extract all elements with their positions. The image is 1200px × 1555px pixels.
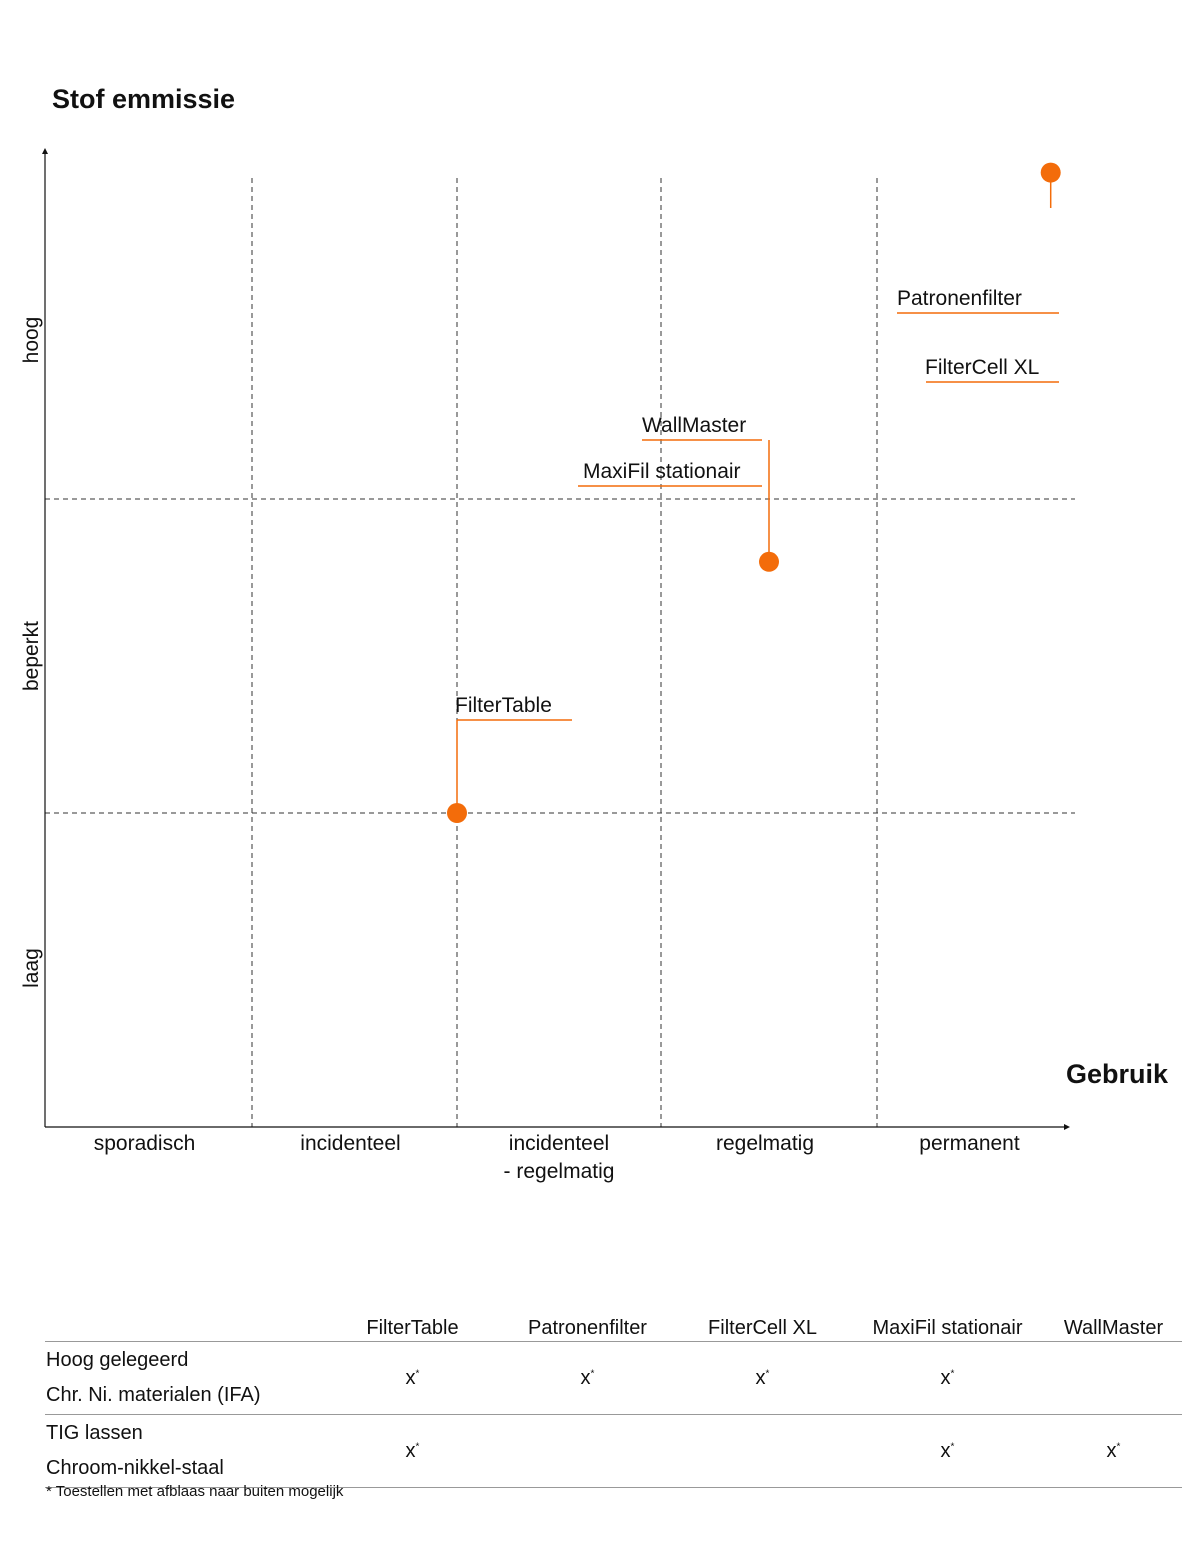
table-cell: x*	[850, 1341, 1045, 1415]
footnote: * Toestellen met afblaas naar buiten mog…	[46, 1483, 344, 1500]
y-axis-arrow	[42, 148, 48, 154]
row-label-line: Chr. Ni. materialen (IFA)	[46, 1384, 261, 1406]
table-cell: x*	[325, 1341, 500, 1415]
row-label-line: Chroom-nikkel-staal	[46, 1457, 224, 1479]
x-tick-label: permanent	[919, 1132, 1020, 1155]
table-header-row: FilterTable Patronenfilter FilterCell XL…	[45, 1314, 1182, 1342]
table-row: TIG lassen Chroom-nikkel-staal x* x* x*	[45, 1414, 1182, 1488]
row-label: TIG lassen Chroom-nikkel-staal	[45, 1414, 325, 1488]
table-cell: x*	[675, 1341, 850, 1415]
mark-note: *	[590, 1367, 595, 1379]
col-header: WallMaster	[1045, 1314, 1182, 1342]
mark-note: *	[1116, 1440, 1121, 1452]
y-tick-label: laag	[20, 948, 43, 988]
check-mark: x*	[940, 1366, 955, 1389]
x-tick-label: regelmatig	[716, 1132, 814, 1155]
y-tick-label: beperkt	[20, 621, 43, 691]
row-label-line: Hoog gelegeerd	[46, 1349, 189, 1371]
compatibility-table: FilterTable Patronenfilter FilterCell XL…	[45, 1314, 1182, 1488]
table-row: Hoog gelegeerd Chr. Ni. materialen (IFA) x…	[45, 1341, 1182, 1415]
table-cell	[675, 1414, 850, 1488]
table-corner	[45, 1314, 325, 1342]
point-label: FilterCell XL	[925, 356, 1039, 379]
table-cell	[1045, 1341, 1182, 1415]
x-axis-title: Gebruik	[1066, 1059, 1169, 1089]
point-label: FilterTable	[455, 694, 552, 717]
mark-note: *	[950, 1440, 955, 1452]
col-header: FilterTable	[325, 1314, 500, 1342]
x-tick-label: incidenteel	[509, 1132, 609, 1155]
check-mark: x*	[1106, 1439, 1121, 1462]
point-label: WallMaster	[642, 414, 746, 437]
check-mark: x*	[755, 1366, 770, 1389]
point-label: Patronenfilter	[897, 287, 1022, 310]
table-cell: x*	[1045, 1414, 1182, 1488]
check-mark: x*	[580, 1366, 595, 1389]
mark-note: *	[950, 1367, 955, 1379]
data-point	[759, 551, 779, 572]
data-point	[1040, 162, 1061, 183]
y-tick-label: hoog	[20, 317, 43, 364]
row-label-line: TIG lassen	[46, 1422, 143, 1444]
mark-note: *	[415, 1440, 420, 1452]
chart-title: Stof emmissie	[52, 84, 236, 114]
x-tick-label: - regelmatig	[504, 1160, 615, 1183]
table-cell: x*	[325, 1414, 500, 1488]
x-tick-label: sporadisch	[94, 1132, 196, 1155]
point-label: MaxiFil stationair	[583, 460, 741, 483]
col-header: MaxiFil stationair	[850, 1314, 1045, 1342]
x-axis-arrow	[1064, 1124, 1070, 1130]
col-header: FilterCell XL	[675, 1314, 850, 1342]
check-mark: x*	[405, 1439, 420, 1462]
check-mark: x*	[940, 1439, 955, 1462]
table-cell	[500, 1414, 675, 1488]
check-mark: x*	[405, 1366, 420, 1389]
col-header: Patronenfilter	[500, 1314, 675, 1342]
mark-note: *	[415, 1367, 420, 1379]
row-label: Hoog gelegeerd Chr. Ni. materialen (IFA)	[45, 1341, 325, 1415]
table-cell: x*	[500, 1341, 675, 1415]
table-cell: x*	[850, 1414, 1045, 1488]
data-point	[447, 803, 467, 823]
mark-note: *	[765, 1367, 770, 1379]
x-tick-label: incidenteel	[300, 1132, 400, 1155]
